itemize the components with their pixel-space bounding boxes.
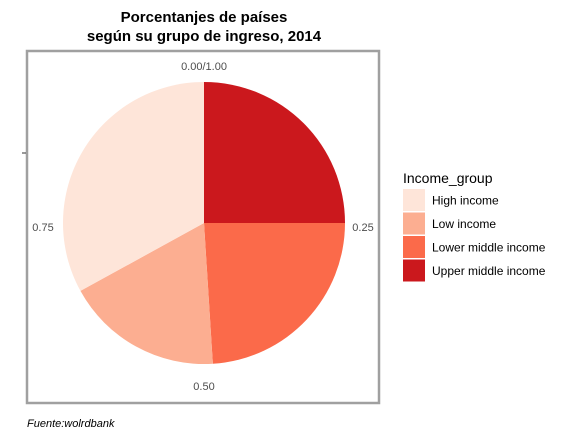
- tick-label-0: 0.00/1.00: [181, 61, 227, 73]
- legend-label-upper-middle-income: Upper middle income: [432, 264, 546, 278]
- tick-label-025: 0.25: [352, 222, 373, 234]
- legend-key-low-income: [403, 213, 425, 235]
- legend-key-lower-middle-income: [403, 236, 425, 258]
- chart-subtitle: según su grupo de ingreso, 2014: [87, 28, 322, 45]
- pie-slices: [63, 82, 345, 364]
- pie-slice-upper-middle-income: [204, 82, 345, 223]
- tick-label-075: 0.75: [32, 222, 53, 234]
- chart-caption: Fuente:wolrdbank: [27, 418, 115, 430]
- pie-slice-lower-middle-income: [204, 223, 345, 364]
- legend-title: Income_group: [403, 170, 493, 186]
- legend-label-lower-middle-income: Lower middle income: [432, 241, 546, 255]
- legend-label-low-income: Low income: [432, 217, 496, 231]
- legend-key-upper-middle-income: [403, 260, 425, 282]
- tick-label-050: 0.50: [193, 381, 214, 393]
- legend-key-high-income: [403, 189, 425, 211]
- chart-title: Porcentanjes de países: [121, 9, 288, 26]
- legend-label-high-income: High income: [432, 194, 499, 208]
- legend: High income Low income Lower middle income…: [403, 189, 546, 282]
